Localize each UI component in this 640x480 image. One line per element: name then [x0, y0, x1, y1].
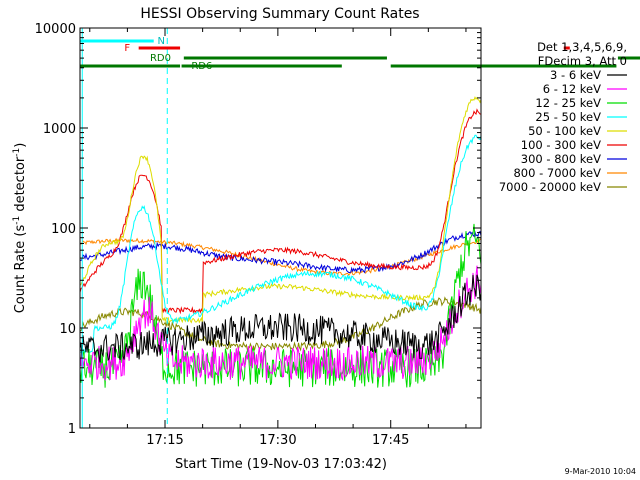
- x-tick-label: 17:15: [146, 433, 183, 448]
- series-line: [79, 274, 482, 363]
- series-line: [79, 134, 482, 354]
- series-line: [79, 230, 482, 274]
- legend-header-line2: FDecim 3, Att 0: [538, 54, 627, 68]
- legend: Det 1,3,4,5,6,9, FDecim 3, Att 0 3 - 6 k…: [499, 40, 627, 194]
- y-tick-label: 100: [51, 222, 76, 237]
- chart-title: HESSI Observing Summary Count Rates: [140, 6, 419, 22]
- series-line: [79, 237, 482, 276]
- flag-label-rd6: RD6: [191, 61, 212, 72]
- legend-entry-label: 25 - 50 keV: [535, 110, 601, 124]
- flag-label-rd0: RD0: [150, 53, 171, 64]
- series-line: [79, 96, 482, 324]
- flag-label-f: F: [124, 43, 130, 54]
- legend-entry-label: 300 - 800 keV: [521, 152, 601, 166]
- y-tick-label: 1000: [43, 122, 76, 137]
- series-line: [79, 108, 481, 315]
- legend-entry-label: 6 - 12 keV: [543, 82, 601, 96]
- data-layer: [79, 96, 482, 388]
- flag-layer: N F RD0 RD6: [80, 28, 640, 428]
- legend-swatches: [607, 74, 627, 188]
- y-tick-label: 10: [59, 322, 76, 337]
- legend-entry-label: 3 - 6 keV: [550, 68, 601, 82]
- y-axis-label-end: ): [13, 143, 28, 148]
- y-axis-label: Count Rate (s-1 detector-1): [12, 143, 28, 314]
- y-axis-label-sup2: -1: [12, 148, 22, 157]
- x-tick-label: 17:30: [259, 433, 296, 448]
- legend-entry-label: 7000 - 20000 keV: [499, 180, 601, 194]
- legend-entry-label: 100 - 300 keV: [521, 138, 601, 152]
- legend-entry-label: 50 - 100 keV: [528, 124, 601, 138]
- y-axis-label-sup1: -1: [12, 216, 22, 225]
- y-tick-label: 1: [68, 422, 76, 437]
- axis-layer: 1 10 100 1000 10000 17:15 17:30 17:45: [35, 22, 481, 448]
- legend-entry-label: 800 - 7000 keV: [513, 166, 601, 180]
- y-axis-label-main: Count Rate (s: [13, 225, 28, 314]
- legend-header-line1: Det 1,3,4,5,6,9,: [537, 40, 627, 54]
- footer-date: 9-Mar-2010 10:04: [565, 467, 636, 476]
- y-tick-label: 10000: [35, 22, 76, 37]
- y-axis-label-mid: detector: [13, 156, 28, 216]
- x-tick-label: 17:45: [372, 433, 409, 448]
- legend-entry-label: 12 - 25 keV: [535, 96, 601, 110]
- flag-label-n: N: [157, 36, 164, 47]
- x-axis-label: Start Time (19-Nov-03 17:03:42): [175, 457, 387, 472]
